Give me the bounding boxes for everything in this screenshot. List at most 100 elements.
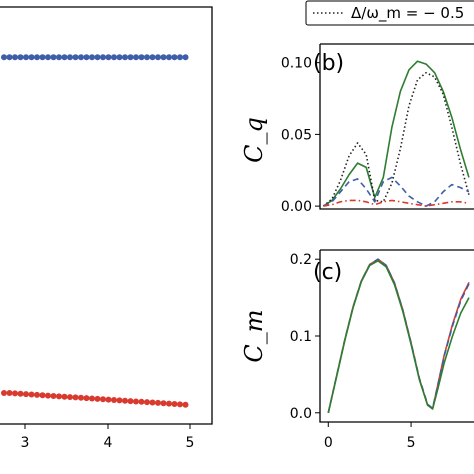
scatter-point-s0-9 xyxy=(50,54,57,61)
panel-b-ytick-label-2: 0.10 xyxy=(281,56,312,72)
scatter-point-s1-27 xyxy=(149,399,156,406)
scatter-point-s1-7 xyxy=(39,392,46,399)
scatter-point-s0-20 xyxy=(111,54,117,61)
left-xtick-label-1: 4 xyxy=(104,435,113,451)
scatter-point-s1-2 xyxy=(12,390,18,397)
panel-b-ytick-label-1: 0.05 xyxy=(281,127,312,143)
legend-entry-0: Δ/ω_m = − 0.5 xyxy=(351,4,464,23)
scatter-point-s1-18 xyxy=(100,396,106,403)
scatter-point-s0-8 xyxy=(45,54,51,61)
scatter-point-s0-6 xyxy=(34,54,40,61)
scatter-point-s0-4 xyxy=(23,54,29,61)
scatter-point-s1-5 xyxy=(28,391,35,398)
scatter-point-s0-19 xyxy=(105,54,112,61)
scatter-point-s1-1 xyxy=(6,390,13,397)
scatter-point-s0-30 xyxy=(166,54,172,61)
left-scatter-points xyxy=(1,54,189,408)
scatter-point-s1-33 xyxy=(182,401,189,408)
panel-c-series-line-1 xyxy=(327,258,470,413)
scatter-point-s0-12 xyxy=(67,54,73,61)
scatter-point-s0-3 xyxy=(17,54,24,61)
panel-b-ytick-label-0: 0.00 xyxy=(281,199,312,215)
scatter-point-s1-29 xyxy=(160,400,167,407)
scatter-point-s0-1 xyxy=(6,54,13,61)
panel-c-ytick-label-0: 0.0 xyxy=(290,406,312,422)
scatter-point-s1-22 xyxy=(122,397,128,404)
panel-c-label: (c) xyxy=(313,260,342,285)
scatter-point-s0-31 xyxy=(171,54,178,61)
panel-c-y-ticks: 0.0 0.1 0.2 xyxy=(290,252,320,422)
scatter-point-s1-8 xyxy=(45,392,51,399)
panel-c-ytick-label-1: 0.1 xyxy=(290,329,312,345)
scatter-point-s0-24 xyxy=(133,54,139,61)
panel-c-ylabel: C_m xyxy=(240,309,268,362)
panel-b-label: (b) xyxy=(313,51,344,76)
panel-b-frame xyxy=(319,43,474,210)
left-panel-frame xyxy=(0,6,213,425)
scatter-point-s1-9 xyxy=(50,392,57,399)
panel-b: 0.00 0.05 0.10 (b) C_q xyxy=(240,43,474,215)
scatter-point-s0-0 xyxy=(1,54,7,61)
scatter-point-s0-25 xyxy=(138,54,145,61)
scatter-point-s0-18 xyxy=(100,54,106,61)
scatter-point-s0-26 xyxy=(144,54,150,61)
scatter-point-s0-10 xyxy=(56,54,62,61)
scatter-point-s0-17 xyxy=(94,54,101,61)
scatter-point-s1-14 xyxy=(78,394,84,401)
scatter-point-s1-13 xyxy=(72,394,79,401)
scatter-point-s0-28 xyxy=(155,54,161,61)
left-x-axis-ticks: 3 4 5 xyxy=(21,424,195,451)
panel-b-series xyxy=(322,60,470,207)
panel-b-series-line-2 xyxy=(323,176,470,207)
panel-c-series xyxy=(327,258,470,413)
scatter-point-s1-12 xyxy=(67,394,73,401)
panel-b-ylabel: C_q xyxy=(240,117,268,163)
scatter-point-s1-6 xyxy=(34,391,40,398)
scatter-point-s1-31 xyxy=(171,401,178,407)
scatter-point-s1-19 xyxy=(105,396,112,403)
scatter-point-s1-30 xyxy=(166,400,172,407)
scatter-point-s1-25 xyxy=(138,398,145,405)
scatter-point-s0-11 xyxy=(61,54,68,61)
scatter-point-s1-17 xyxy=(94,395,101,402)
scatter-point-s0-2 xyxy=(12,54,18,61)
scatter-point-s0-21 xyxy=(116,54,123,61)
scatter-point-s0-14 xyxy=(78,54,84,61)
scatter-point-s1-20 xyxy=(111,396,117,403)
scatter-point-s1-24 xyxy=(133,398,139,405)
scatter-point-s0-22 xyxy=(122,54,128,61)
scatter-point-s0-23 xyxy=(127,54,134,61)
panel-c-series-line-2 xyxy=(327,260,470,413)
scatter-point-s0-27 xyxy=(149,54,156,61)
scatter-point-s1-16 xyxy=(89,395,95,402)
left-xtick-label-0: 3 xyxy=(21,435,30,451)
scatter-point-s0-5 xyxy=(28,54,35,61)
scatter-point-s0-7 xyxy=(39,54,46,61)
panel-c-series-line-0 xyxy=(327,258,470,413)
scatter-point-s1-26 xyxy=(144,399,150,406)
scatter-point-s0-29 xyxy=(160,54,167,61)
scatter-point-s1-28 xyxy=(155,399,161,406)
scatter-point-s0-13 xyxy=(72,54,79,61)
panel-c-xtick-label-0: 0 xyxy=(324,435,333,451)
panel-b-series-line-3 xyxy=(323,199,470,207)
scatter-point-s0-33 xyxy=(182,54,189,61)
scatter-point-s0-32 xyxy=(177,54,183,61)
scatter-point-s1-3 xyxy=(17,390,24,397)
scatter-point-s1-21 xyxy=(116,397,123,404)
panel-c-ytick-label-2: 0.2 xyxy=(290,252,312,268)
legend: Δ/ω_m = − 0.5 xyxy=(305,0,474,26)
panel-b-series-line-0 xyxy=(322,60,470,207)
scatter-point-s1-10 xyxy=(56,393,62,400)
scatter-point-s1-15 xyxy=(83,395,90,402)
scatter-point-s1-0 xyxy=(1,390,7,397)
scatter-point-s1-23 xyxy=(127,398,134,405)
left-panel: 3 4 5 xyxy=(0,6,213,451)
scatter-point-s1-11 xyxy=(61,393,68,400)
panel-c-frame xyxy=(319,249,474,423)
left-xtick-label-2: 5 xyxy=(186,435,195,451)
scatter-point-s0-15 xyxy=(83,54,90,61)
